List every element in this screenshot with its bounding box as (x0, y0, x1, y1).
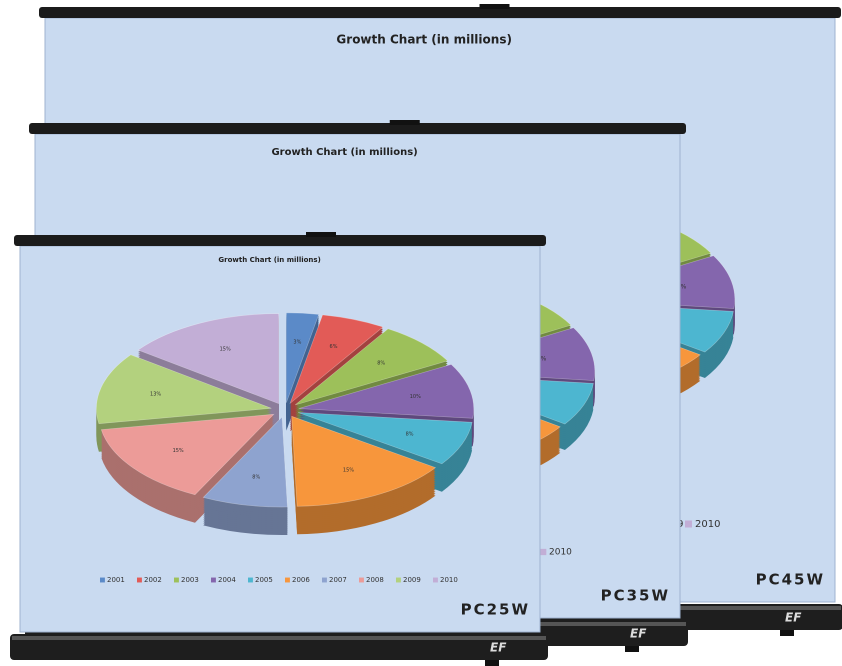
chart-title: Growth Chart (in millions) (336, 33, 512, 47)
slice (202, 416, 288, 508)
logo: EF (490, 641, 507, 655)
legend-label: 2006 (292, 576, 310, 584)
slice-label: 15% (220, 346, 231, 352)
slice-label: 10% (410, 394, 421, 400)
slice-label: 8% (406, 431, 414, 437)
legend-label: 2008 (366, 576, 384, 584)
slice (297, 412, 473, 465)
model-label: PC35W (601, 587, 670, 605)
model-label: PC25W (461, 601, 530, 619)
slice-label: 15% (173, 448, 184, 454)
slice-label: 13% (150, 392, 161, 398)
slice-label: 15% (343, 468, 354, 474)
legend-swatch (137, 577, 142, 583)
chart-title: Growth Chart (in millions) (218, 256, 320, 264)
legend-label: 2003 (181, 576, 199, 584)
slice (286, 312, 320, 403)
base-highlight (12, 636, 546, 640)
legend-swatch (685, 520, 692, 528)
legend-swatch (174, 577, 179, 583)
top-bar (14, 235, 546, 246)
legend-label: 2007 (329, 576, 347, 584)
legend-label: 2004 (218, 576, 236, 584)
legend-swatch (211, 577, 216, 583)
legend-swatch (100, 577, 105, 583)
legend-label: 2005 (255, 576, 273, 584)
slice-label: 8% (252, 474, 260, 480)
logo: EF (785, 611, 802, 625)
slice (298, 364, 475, 419)
legend-swatch (322, 577, 327, 583)
legend-label: 2010 (549, 548, 572, 558)
legend-swatch (540, 548, 547, 556)
chart-title: Growth Chart (in millions) (271, 147, 417, 158)
top-bar (39, 7, 841, 18)
legend-label: 2010 (695, 519, 720, 530)
slice-label: 3% (293, 339, 301, 345)
slice (96, 354, 272, 425)
legend-label: 2002 (144, 576, 162, 584)
foot (625, 646, 639, 652)
top-handle (479, 4, 510, 9)
base (10, 634, 548, 660)
slice (294, 328, 449, 406)
legend-swatch (396, 577, 401, 583)
model-label: PC45W (756, 571, 825, 589)
foot (485, 660, 499, 666)
logo: EF (630, 627, 647, 641)
legend-label: 2010 (440, 576, 458, 584)
legend-swatch (248, 577, 253, 583)
legend-swatch (359, 577, 364, 583)
top-handle (389, 120, 420, 125)
slice (100, 413, 275, 496)
legend-swatch (433, 577, 438, 583)
top-handle (306, 232, 336, 237)
top-bar (29, 123, 686, 134)
slice-label: 8% (377, 360, 385, 366)
slice (137, 313, 279, 405)
slice-label: 6% (330, 344, 338, 350)
slice (291, 415, 437, 507)
slice (289, 314, 384, 405)
legend-label: 2009 (403, 576, 421, 584)
legend-label: 2001 (107, 576, 125, 584)
foot (780, 630, 794, 636)
legend-swatch (285, 577, 290, 583)
